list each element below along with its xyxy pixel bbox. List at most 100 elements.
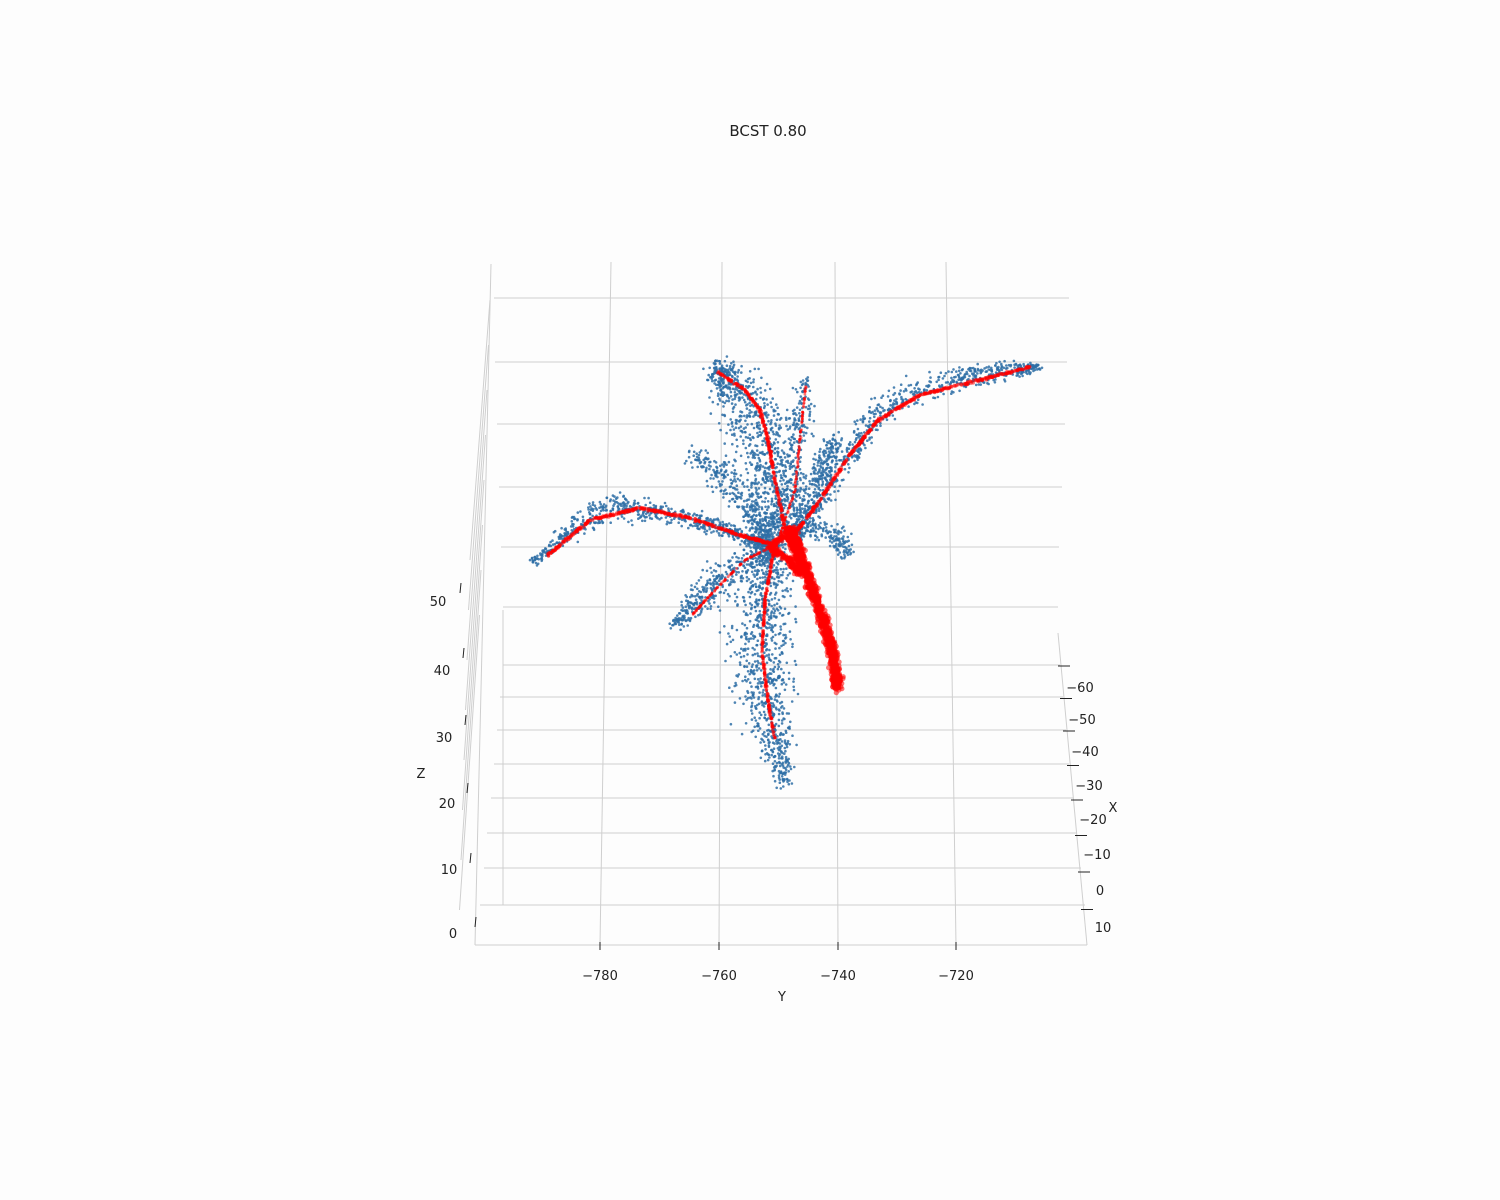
cloud-point bbox=[821, 529, 825, 533]
cloud-point bbox=[544, 547, 547, 550]
cloud-point bbox=[798, 477, 802, 480]
cloud-point bbox=[777, 718, 781, 722]
cloud-point bbox=[987, 365, 991, 369]
cloud-point bbox=[753, 367, 757, 371]
cloud-point bbox=[840, 542, 843, 546]
cloud-point bbox=[789, 481, 793, 485]
cloud-point bbox=[775, 431, 778, 434]
cloud-point bbox=[741, 577, 745, 580]
cloud-point bbox=[736, 445, 739, 448]
cloud-point bbox=[777, 632, 781, 636]
cloud-point bbox=[765, 648, 768, 652]
cloud-point bbox=[622, 505, 625, 509]
cloud-point bbox=[785, 481, 788, 485]
cloud-point bbox=[710, 473, 713, 477]
cloud-point bbox=[768, 676, 772, 680]
cloud-point bbox=[776, 752, 780, 755]
cloud-point bbox=[705, 529, 709, 533]
cloud-point bbox=[758, 711, 761, 714]
cloud-point bbox=[709, 477, 712, 480]
cloud-point bbox=[822, 449, 826, 453]
cloud-point bbox=[762, 572, 765, 575]
cloud-point bbox=[770, 497, 774, 501]
cloud-point bbox=[750, 507, 754, 510]
cloud-point bbox=[777, 774, 781, 777]
cloud-point bbox=[789, 439, 792, 442]
cloud-point bbox=[763, 469, 767, 473]
cloud-point bbox=[806, 492, 810, 496]
cloud-point bbox=[699, 449, 703, 452]
cloud-point bbox=[959, 372, 962, 375]
cloud-point bbox=[759, 741, 762, 744]
cloud-point bbox=[964, 372, 967, 376]
cloud-point bbox=[758, 680, 761, 683]
cloud-point bbox=[780, 775, 784, 778]
cloud-point bbox=[803, 439, 807, 443]
cloud-point bbox=[791, 512, 794, 516]
cloud-point bbox=[598, 506, 601, 510]
cloud-point bbox=[602, 503, 606, 506]
cloud-point bbox=[847, 539, 850, 543]
cloud-point bbox=[776, 454, 780, 458]
cloud-point bbox=[736, 536, 739, 540]
cloud-point bbox=[784, 469, 787, 472]
cloud-point bbox=[767, 753, 771, 757]
cloud-point bbox=[770, 735, 773, 738]
cloud-point bbox=[732, 360, 735, 364]
cloud-point bbox=[705, 560, 709, 563]
cloud-point bbox=[740, 364, 743, 368]
cloud-point bbox=[828, 439, 831, 443]
cloud-point bbox=[694, 458, 697, 462]
cloud-point bbox=[767, 535, 771, 539]
cloud-point bbox=[750, 410, 753, 414]
cloud-point bbox=[754, 498, 758, 502]
cloud-point bbox=[714, 359, 717, 362]
cloud-point bbox=[799, 395, 803, 398]
cloud-point bbox=[750, 570, 754, 574]
cloud-point bbox=[713, 578, 716, 581]
cloud-point bbox=[696, 465, 699, 469]
cloud-point bbox=[837, 489, 840, 493]
cloud-point bbox=[769, 672, 773, 675]
cloud-point bbox=[782, 681, 786, 684]
cloud-point bbox=[751, 493, 755, 496]
cloud-point bbox=[754, 391, 757, 394]
cloud-point bbox=[622, 494, 625, 498]
cloud-point bbox=[762, 688, 765, 692]
cloud-point bbox=[759, 593, 762, 596]
cloud-point bbox=[835, 531, 839, 534]
cloud-point bbox=[736, 505, 739, 508]
grid-line bbox=[474, 263, 492, 946]
cloud-point bbox=[709, 566, 712, 570]
cloud-point bbox=[790, 700, 794, 703]
cloud-point bbox=[737, 426, 741, 430]
cloud-point bbox=[761, 738, 764, 742]
cloud-point bbox=[720, 364, 724, 368]
cloud-point bbox=[752, 513, 756, 517]
cloud-point bbox=[779, 492, 782, 495]
cloud-point bbox=[808, 414, 811, 418]
cloud-point bbox=[741, 679, 744, 683]
cloud-point bbox=[754, 413, 758, 417]
cloud-point bbox=[974, 374, 978, 378]
cloud-point bbox=[684, 609, 687, 613]
cloud-point bbox=[792, 421, 796, 424]
cloud-point bbox=[755, 503, 759, 507]
cloud-point bbox=[981, 369, 984, 372]
cloud-point bbox=[730, 402, 734, 405]
cloud-point bbox=[700, 599, 703, 602]
cloud-point bbox=[696, 587, 699, 591]
cloud-point bbox=[719, 428, 722, 432]
cloud-point bbox=[708, 602, 711, 605]
cloud-point bbox=[771, 397, 774, 400]
cloud-point bbox=[739, 474, 743, 477]
cloud-point bbox=[990, 366, 993, 370]
cloud-point bbox=[738, 527, 742, 531]
cloud-point bbox=[553, 542, 557, 546]
cloud-point bbox=[699, 525, 703, 529]
cloud-point bbox=[1040, 366, 1044, 370]
cloud-point bbox=[754, 517, 757, 521]
cloud-point bbox=[807, 404, 811, 408]
cloud-point bbox=[764, 529, 767, 532]
cloud-point bbox=[787, 677, 791, 681]
